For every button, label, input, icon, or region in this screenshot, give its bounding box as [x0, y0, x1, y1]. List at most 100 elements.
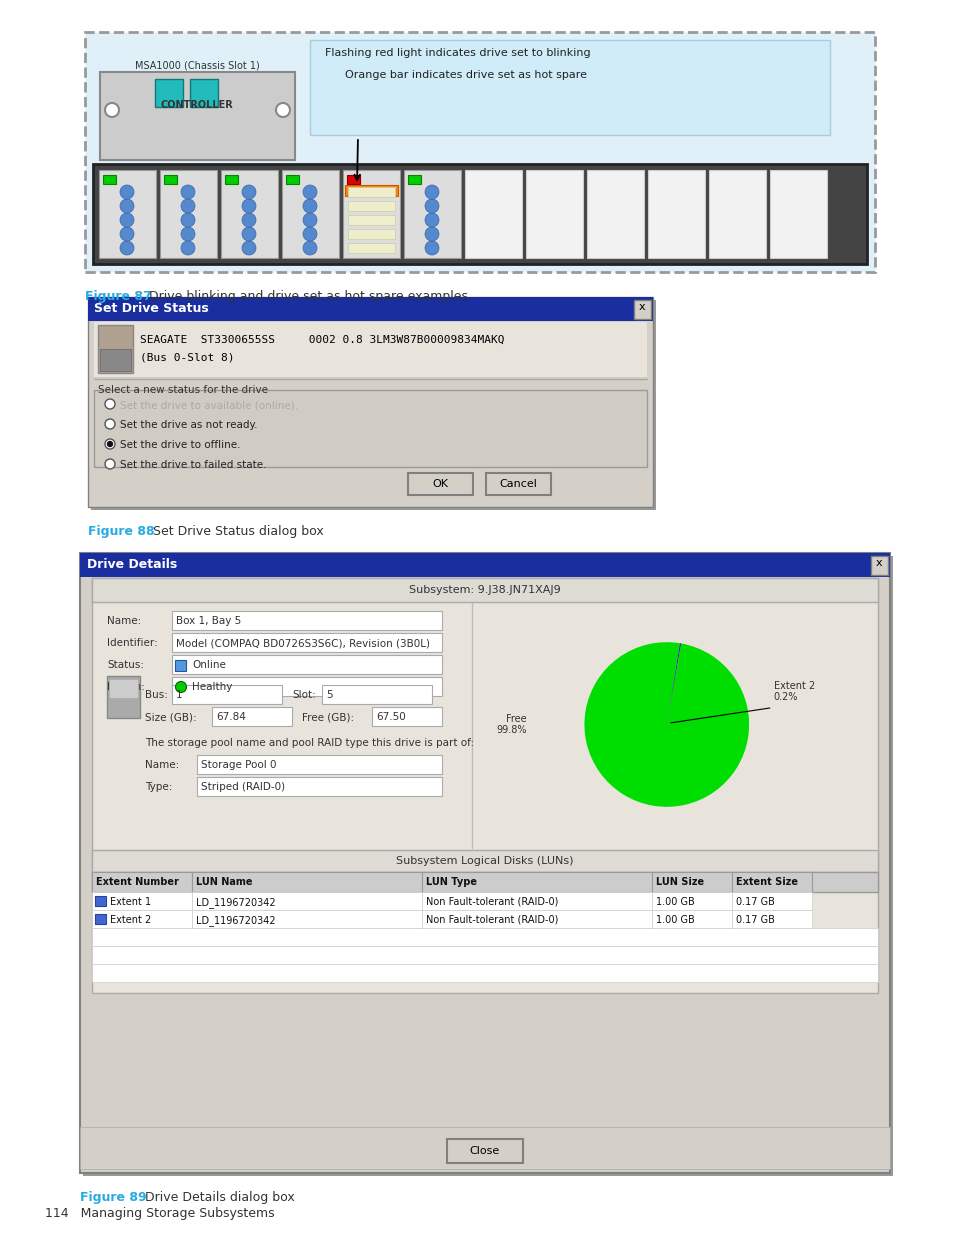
Circle shape: [120, 241, 133, 254]
FancyBboxPatch shape: [91, 850, 877, 872]
FancyBboxPatch shape: [196, 755, 441, 774]
FancyBboxPatch shape: [192, 910, 421, 927]
FancyBboxPatch shape: [192, 892, 421, 910]
FancyBboxPatch shape: [91, 892, 192, 910]
FancyBboxPatch shape: [172, 685, 282, 704]
Wedge shape: [584, 642, 748, 806]
Circle shape: [120, 199, 133, 212]
FancyBboxPatch shape: [91, 927, 877, 946]
Circle shape: [105, 399, 115, 409]
Text: Storage Pool 0: Storage Pool 0: [201, 760, 276, 769]
Text: Close: Close: [470, 1146, 499, 1156]
Circle shape: [242, 241, 255, 254]
FancyBboxPatch shape: [80, 553, 889, 577]
Circle shape: [105, 103, 119, 117]
Text: Orange bar indicates drive set as hot spare: Orange bar indicates drive set as hot sp…: [345, 70, 586, 80]
Text: Status:: Status:: [107, 659, 144, 671]
Text: Set Drive Status: Set Drive Status: [94, 303, 209, 315]
Text: Online: Online: [192, 659, 226, 671]
FancyBboxPatch shape: [282, 170, 338, 258]
Text: Free (GB):: Free (GB):: [302, 713, 354, 722]
FancyBboxPatch shape: [192, 872, 421, 892]
FancyBboxPatch shape: [221, 170, 277, 258]
Circle shape: [181, 227, 194, 241]
FancyBboxPatch shape: [160, 170, 216, 258]
FancyBboxPatch shape: [372, 706, 441, 726]
FancyBboxPatch shape: [80, 553, 889, 1173]
Wedge shape: [666, 643, 680, 725]
FancyBboxPatch shape: [485, 473, 551, 495]
Text: Figure 88: Figure 88: [88, 525, 154, 538]
FancyBboxPatch shape: [172, 677, 441, 697]
FancyBboxPatch shape: [322, 685, 432, 704]
FancyBboxPatch shape: [408, 175, 420, 184]
Text: Box 1, Bay 5: Box 1, Bay 5: [175, 616, 241, 626]
Text: Figure 89: Figure 89: [80, 1191, 147, 1204]
FancyBboxPatch shape: [88, 296, 652, 321]
Text: Non Fault-tolerant (RAID-0): Non Fault-tolerant (RAID-0): [426, 897, 558, 906]
FancyBboxPatch shape: [103, 175, 116, 184]
Text: 0.17 GB: 0.17 GB: [735, 915, 774, 925]
FancyBboxPatch shape: [172, 611, 441, 630]
Text: 1.00 GB: 1.00 GB: [656, 915, 694, 925]
Text: MSA1000 (Chassis Slot 1): MSA1000 (Chassis Slot 1): [134, 61, 259, 70]
Text: Set the drive to available (online).: Set the drive to available (online).: [120, 400, 297, 410]
Text: SEAGATE  ST3300655SS     0002 0.8 3LM3W87B00009834MAKQ: SEAGATE ST3300655SS 0002 0.8 3LM3W87B000…: [140, 335, 504, 345]
FancyBboxPatch shape: [348, 215, 395, 225]
FancyBboxPatch shape: [421, 892, 651, 910]
FancyBboxPatch shape: [408, 473, 473, 495]
Circle shape: [303, 227, 316, 241]
Text: Type:: Type:: [145, 782, 172, 792]
Circle shape: [424, 227, 438, 241]
Text: Health:: Health:: [107, 682, 145, 692]
FancyBboxPatch shape: [647, 170, 704, 258]
Circle shape: [181, 212, 194, 227]
Circle shape: [303, 212, 316, 227]
Text: Subsystem: 9.J38.JN71XAJ9: Subsystem: 9.J38.JN71XAJ9: [409, 585, 560, 595]
Text: LD_1196720342: LD_1196720342: [195, 915, 275, 926]
Text: LUN Type: LUN Type: [426, 877, 476, 887]
FancyBboxPatch shape: [100, 350, 131, 370]
Text: Set the drive to offline.: Set the drive to offline.: [120, 440, 240, 450]
Text: Slot:: Slot:: [292, 690, 315, 700]
FancyBboxPatch shape: [83, 556, 892, 1176]
Circle shape: [303, 241, 316, 254]
Text: Extent 1: Extent 1: [110, 897, 151, 906]
FancyBboxPatch shape: [348, 228, 395, 240]
Circle shape: [242, 227, 255, 241]
FancyBboxPatch shape: [286, 175, 298, 184]
FancyBboxPatch shape: [91, 965, 877, 982]
FancyBboxPatch shape: [190, 79, 218, 107]
FancyBboxPatch shape: [91, 946, 877, 965]
Text: Flashing red light indicates drive set to blinking: Flashing red light indicates drive set t…: [325, 48, 590, 58]
Text: 0.17 GB: 0.17 GB: [735, 897, 774, 906]
FancyBboxPatch shape: [403, 170, 460, 258]
Text: Extent 2
0.2%: Extent 2 0.2%: [773, 680, 814, 703]
Text: LUN Size: LUN Size: [656, 877, 703, 887]
Circle shape: [424, 241, 438, 254]
Text: Drive Details dialog box: Drive Details dialog box: [137, 1191, 294, 1204]
Text: Extent Size: Extent Size: [735, 877, 797, 887]
Text: Bus:: Bus:: [145, 690, 168, 700]
Text: Set Drive Status dialog box: Set Drive Status dialog box: [145, 525, 323, 538]
FancyBboxPatch shape: [107, 676, 140, 718]
Circle shape: [242, 212, 255, 227]
FancyBboxPatch shape: [447, 1139, 522, 1163]
Circle shape: [242, 185, 255, 199]
FancyBboxPatch shape: [80, 1128, 889, 1170]
FancyBboxPatch shape: [651, 892, 731, 910]
FancyBboxPatch shape: [91, 910, 192, 927]
Text: x: x: [875, 558, 882, 568]
Text: LUN Name: LUN Name: [195, 877, 253, 887]
Text: Name:: Name:: [107, 616, 141, 626]
FancyBboxPatch shape: [95, 914, 106, 924]
Circle shape: [303, 199, 316, 212]
FancyBboxPatch shape: [85, 32, 874, 272]
FancyBboxPatch shape: [421, 910, 651, 927]
FancyBboxPatch shape: [95, 897, 106, 906]
FancyBboxPatch shape: [174, 659, 186, 671]
Circle shape: [181, 185, 194, 199]
FancyBboxPatch shape: [348, 186, 395, 198]
FancyBboxPatch shape: [310, 40, 829, 135]
Text: Striped (RAID-0): Striped (RAID-0): [201, 782, 285, 792]
